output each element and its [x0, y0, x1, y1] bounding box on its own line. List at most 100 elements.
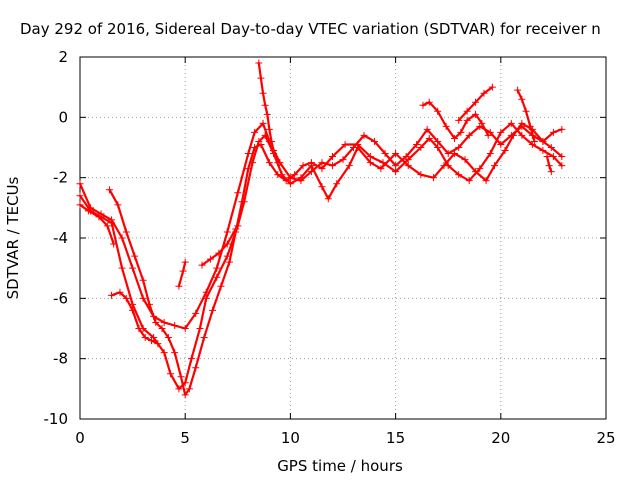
data-point [318, 165, 326, 173]
data-point [486, 150, 494, 158]
data-point [286, 180, 294, 188]
data-point [339, 156, 347, 164]
data-point [129, 264, 137, 272]
series-track-9 [455, 83, 496, 124]
x-tick-label: 5 [180, 429, 190, 447]
data-point [139, 294, 147, 302]
data-point [259, 89, 267, 97]
data-point [213, 273, 221, 281]
data-point [265, 159, 273, 167]
data-point [543, 153, 551, 161]
data-point [371, 137, 379, 145]
data-point [328, 162, 336, 170]
data-point [328, 153, 336, 161]
data-point [232, 225, 240, 233]
data-point [76, 180, 84, 188]
y-tick-label: -4 [53, 229, 68, 247]
data-point [354, 140, 362, 148]
data-point [282, 177, 290, 185]
data-point [110, 240, 118, 248]
y-tick-label: 2 [58, 48, 68, 66]
y-tick-label: -10 [44, 410, 69, 428]
data-point [196, 325, 204, 332]
data-point [558, 162, 566, 170]
data-point [366, 153, 374, 161]
data-point [423, 125, 431, 133]
series-track-12 [543, 153, 555, 176]
y-tick-label: -2 [53, 169, 68, 187]
data-point [429, 174, 437, 182]
series-line [108, 122, 563, 396]
data-point [209, 306, 217, 314]
data-point [522, 107, 530, 115]
data-point [164, 334, 172, 342]
data-point [455, 144, 463, 151]
data-point [270, 147, 278, 155]
data-point [419, 101, 427, 109]
data-point [549, 128, 557, 136]
data-point [108, 219, 116, 227]
data-point [135, 325, 143, 332]
data-point [539, 147, 547, 155]
data-point [465, 131, 473, 139]
data-point [244, 150, 252, 158]
data-point [472, 98, 480, 106]
data-point [129, 306, 137, 314]
data-point [547, 144, 555, 151]
data-point [251, 144, 259, 151]
data-point [255, 59, 263, 67]
data-point [526, 122, 534, 130]
data-point [425, 98, 433, 106]
data-point [434, 107, 442, 115]
series-track-10 [419, 98, 492, 142]
data-point [179, 267, 187, 275]
data-point [484, 131, 492, 139]
data-point [366, 159, 374, 167]
series-track-6 [175, 258, 189, 290]
data-point [175, 282, 183, 290]
data-point [497, 128, 505, 136]
y-tick-label: -6 [53, 289, 68, 307]
data-point [139, 276, 147, 284]
data-point [482, 177, 490, 185]
data-point [188, 355, 196, 363]
data-series [76, 59, 566, 399]
data-point [141, 334, 149, 342]
data-point [181, 258, 189, 266]
data-point [451, 150, 459, 158]
data-point [122, 294, 130, 302]
data-point [177, 373, 185, 381]
data-point [131, 252, 139, 260]
data-point [558, 125, 566, 133]
data-point [549, 153, 557, 161]
data-point [261, 131, 269, 139]
data-point [181, 391, 189, 399]
data-point [251, 128, 259, 136]
data-point [118, 264, 126, 272]
x-tick-labels: 0 5 10 15 20 25 [75, 429, 615, 447]
data-point [381, 150, 389, 158]
data-point [154, 340, 162, 348]
data-point [261, 101, 269, 109]
data-point [108, 291, 116, 299]
data-point [76, 192, 84, 200]
data-point [333, 180, 341, 188]
data-point [259, 119, 267, 127]
series-track-7 [198, 225, 240, 269]
data-point [444, 150, 452, 158]
x-tick-label: 15 [386, 429, 405, 447]
data-point [158, 325, 166, 332]
data-point [84, 207, 92, 215]
data-point [200, 334, 208, 342]
data-point [413, 140, 421, 148]
data-point [263, 110, 271, 118]
data-point [223, 228, 231, 236]
data-point [501, 147, 509, 155]
data-point [160, 318, 168, 326]
data-point [215, 249, 223, 257]
data-point [442, 122, 450, 130]
data-point [105, 186, 113, 194]
series-track-5 [108, 288, 162, 348]
data-point [547, 168, 555, 176]
